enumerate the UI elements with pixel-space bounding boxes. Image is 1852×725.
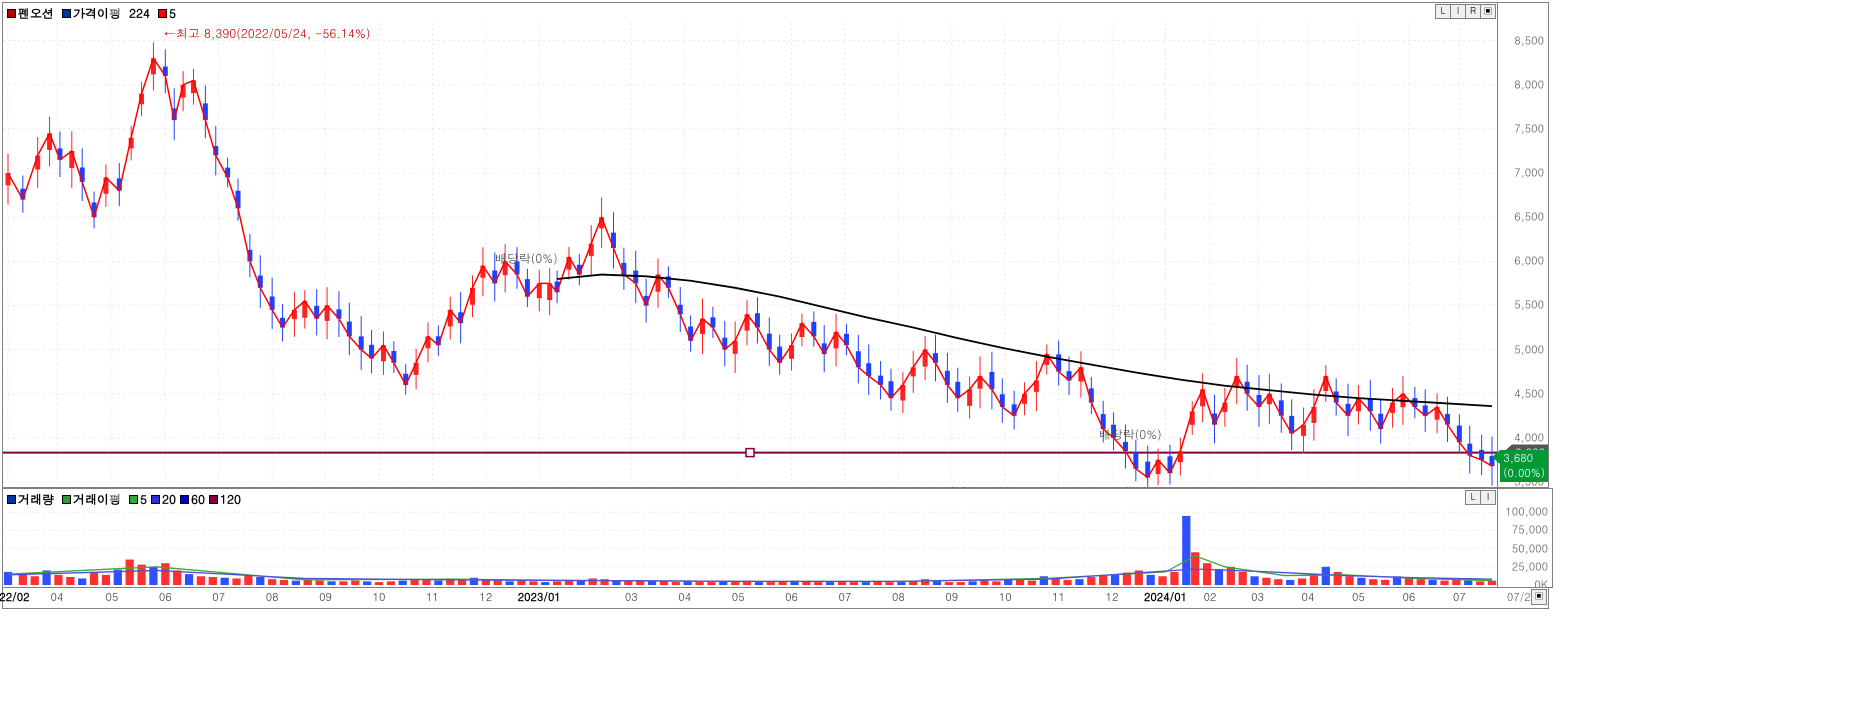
price-y-tick: 4,500 <box>1514 386 1544 401</box>
x-tick-label: 06 <box>785 590 798 605</box>
price-corner-buttons: LIR▣ <box>1436 4 1496 19</box>
x-tick-label: 04 <box>1302 590 1315 605</box>
corner-button-▣[interactable]: ▣ <box>1480 4 1496 19</box>
x-tick-label: 09 <box>319 590 332 605</box>
volume-chart-panel[interactable]: 거래량 거래이평 52060120 LI <box>2 488 1498 588</box>
x-tick-label: 12 <box>1106 590 1119 605</box>
price-y-tick: 5,000 <box>1514 342 1544 357</box>
corner-button-I[interactable]: I <box>1480 490 1496 505</box>
price-y-axis: 3,5004,0004,5005,0005,5006,0006,5007,000… <box>1497 2 1549 488</box>
x-tick-label: 2022/02 <box>0 590 30 605</box>
price-legend: 펜오션 가격이평 224 5 <box>7 5 180 22</box>
x-tick-label: 06 <box>1402 590 1415 605</box>
price-y-tick: 7,500 <box>1514 121 1544 136</box>
volume-ma-label: 20 <box>151 491 176 508</box>
x-tick-label: 02 <box>1204 590 1217 605</box>
x-tick-label: 11 <box>426 590 439 605</box>
x-tick-label: 12 <box>479 590 492 605</box>
x-tick-label: 11 <box>1052 590 1065 605</box>
ma5-label: 5 <box>169 5 176 22</box>
volume-y-tick: 50,000 <box>1512 541 1548 556</box>
x-tick-label: 10 <box>373 590 386 605</box>
price-y-tick: 7,000 <box>1514 166 1544 181</box>
indicator-name-label: 가격이평 <box>73 5 121 22</box>
x-tick-label: 10 <box>999 590 1012 605</box>
stock-chart-container: 펜오션 가격이평 224 5 LIR▣ ←최고 8,390(2022/05/24… <box>0 0 1852 725</box>
price-y-tick: 6,000 <box>1514 254 1544 269</box>
volume-y-axis: 0K25,00050,00075,000100,000 <box>1497 488 1553 588</box>
x-tick-label: 05 <box>105 590 118 605</box>
x-tick-label: 2024/01 <box>1144 590 1187 605</box>
ticker-name-label: 펜오션 <box>18 5 54 22</box>
volume-legend: 거래량 거래이평 52060120 <box>7 491 245 508</box>
x-tick-label: 03 <box>625 590 638 605</box>
x-tick-label: 05 <box>732 590 745 605</box>
price-y-tick: 8,500 <box>1514 33 1544 48</box>
x-tick-label: 09 <box>945 590 958 605</box>
volume-y-tick: 25,000 <box>1512 559 1548 574</box>
x-axis-end-button[interactable]: ▣ <box>1531 589 1547 605</box>
x-tick-label: 03 <box>1251 590 1264 605</box>
volume-ma-label: 60 <box>180 491 205 508</box>
price-y-tick: 8,000 <box>1514 77 1544 92</box>
price-chart-panel[interactable]: 펜오션 가격이평 224 5 LIR▣ ←최고 8,390(2022/05/24… <box>2 2 1498 488</box>
volume-y-tick: 100,000 <box>1505 505 1548 520</box>
volume-ma-label: 120 <box>209 491 241 508</box>
corner-button-L[interactable]: L <box>1465 490 1481 505</box>
x-tick-label: 08 <box>892 590 905 605</box>
price-annotation: ←최고 8,390(2022/05/24, -56.14%) <box>164 25 371 42</box>
volume-corner-buttons: LI <box>1466 490 1496 505</box>
x-tick-label: 08 <box>266 590 279 605</box>
x-tick-label: 06 <box>159 590 172 605</box>
volume-y-tick: 75,000 <box>1512 523 1548 538</box>
x-tick-label: 05 <box>1352 590 1365 605</box>
price-y-tick: 5,500 <box>1514 298 1544 313</box>
current-price-marker: 3,680(0.00%) <box>1500 450 1548 482</box>
x-tick-label: 2023/01 <box>518 590 561 605</box>
x-axis-panel: 2022/02 04 05 06 07 08 09 10 11 12 2023/01 03 04 05 06… <box>2 587 1549 609</box>
volume-indicator-label: 거래이평 <box>73 491 121 508</box>
ma224-label: 224 <box>129 5 150 22</box>
corner-button-L[interactable]: L <box>1435 4 1451 19</box>
corner-button-R[interactable]: R <box>1465 4 1481 19</box>
price-annotation: 배당락(0%) <box>1099 426 1162 443</box>
x-tick-label: 07 <box>839 590 852 605</box>
volume-name-label: 거래량 <box>18 491 54 508</box>
price-annotation: 배당락(0%) <box>495 250 558 267</box>
volume-ma-label: 5 <box>129 491 147 508</box>
price-y-tick: 6,500 <box>1514 210 1544 225</box>
x-tick-label: 07 <box>212 590 225 605</box>
corner-button-I[interactable]: I <box>1450 4 1466 19</box>
x-tick-label: 04 <box>678 590 691 605</box>
price-chart-svg <box>3 3 1497 487</box>
x-tick-label: 07 <box>1453 590 1466 605</box>
x-tick-label: 04 <box>51 590 64 605</box>
